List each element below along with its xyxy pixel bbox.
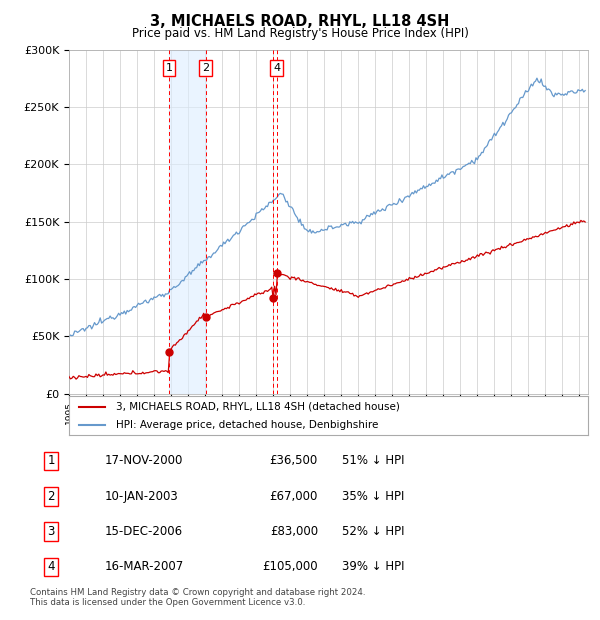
Text: 10-JAN-2003: 10-JAN-2003 (105, 490, 179, 503)
Text: £83,000: £83,000 (270, 525, 318, 538)
Text: 35% ↓ HPI: 35% ↓ HPI (342, 490, 404, 503)
Text: 2: 2 (202, 63, 209, 73)
Text: £67,000: £67,000 (269, 490, 318, 503)
Text: Price paid vs. HM Land Registry's House Price Index (HPI): Price paid vs. HM Land Registry's House … (131, 27, 469, 40)
Text: 16-MAR-2007: 16-MAR-2007 (105, 560, 184, 574)
Text: 17-NOV-2000: 17-NOV-2000 (105, 454, 184, 467)
Text: 51% ↓ HPI: 51% ↓ HPI (342, 454, 404, 467)
Text: 3, MICHAELS ROAD, RHYL, LL18 4SH: 3, MICHAELS ROAD, RHYL, LL18 4SH (151, 14, 449, 29)
Text: 3, MICHAELS ROAD, RHYL, LL18 4SH (detached house): 3, MICHAELS ROAD, RHYL, LL18 4SH (detach… (116, 402, 400, 412)
Text: 39% ↓ HPI: 39% ↓ HPI (342, 560, 404, 574)
Text: 1: 1 (47, 454, 55, 467)
Text: 4: 4 (47, 560, 55, 574)
Text: £105,000: £105,000 (262, 560, 318, 574)
Text: Contains HM Land Registry data © Crown copyright and database right 2024.
This d: Contains HM Land Registry data © Crown c… (30, 588, 365, 607)
Text: 15-DEC-2006: 15-DEC-2006 (105, 525, 183, 538)
Text: HPI: Average price, detached house, Denbighshire: HPI: Average price, detached house, Denb… (116, 420, 378, 430)
Text: 2: 2 (47, 490, 55, 503)
Text: 52% ↓ HPI: 52% ↓ HPI (342, 525, 404, 538)
Text: 4: 4 (273, 63, 280, 73)
Text: 3: 3 (47, 525, 55, 538)
Text: £36,500: £36,500 (270, 454, 318, 467)
Bar (169, 50, 206, 394)
Text: 1: 1 (166, 63, 173, 73)
